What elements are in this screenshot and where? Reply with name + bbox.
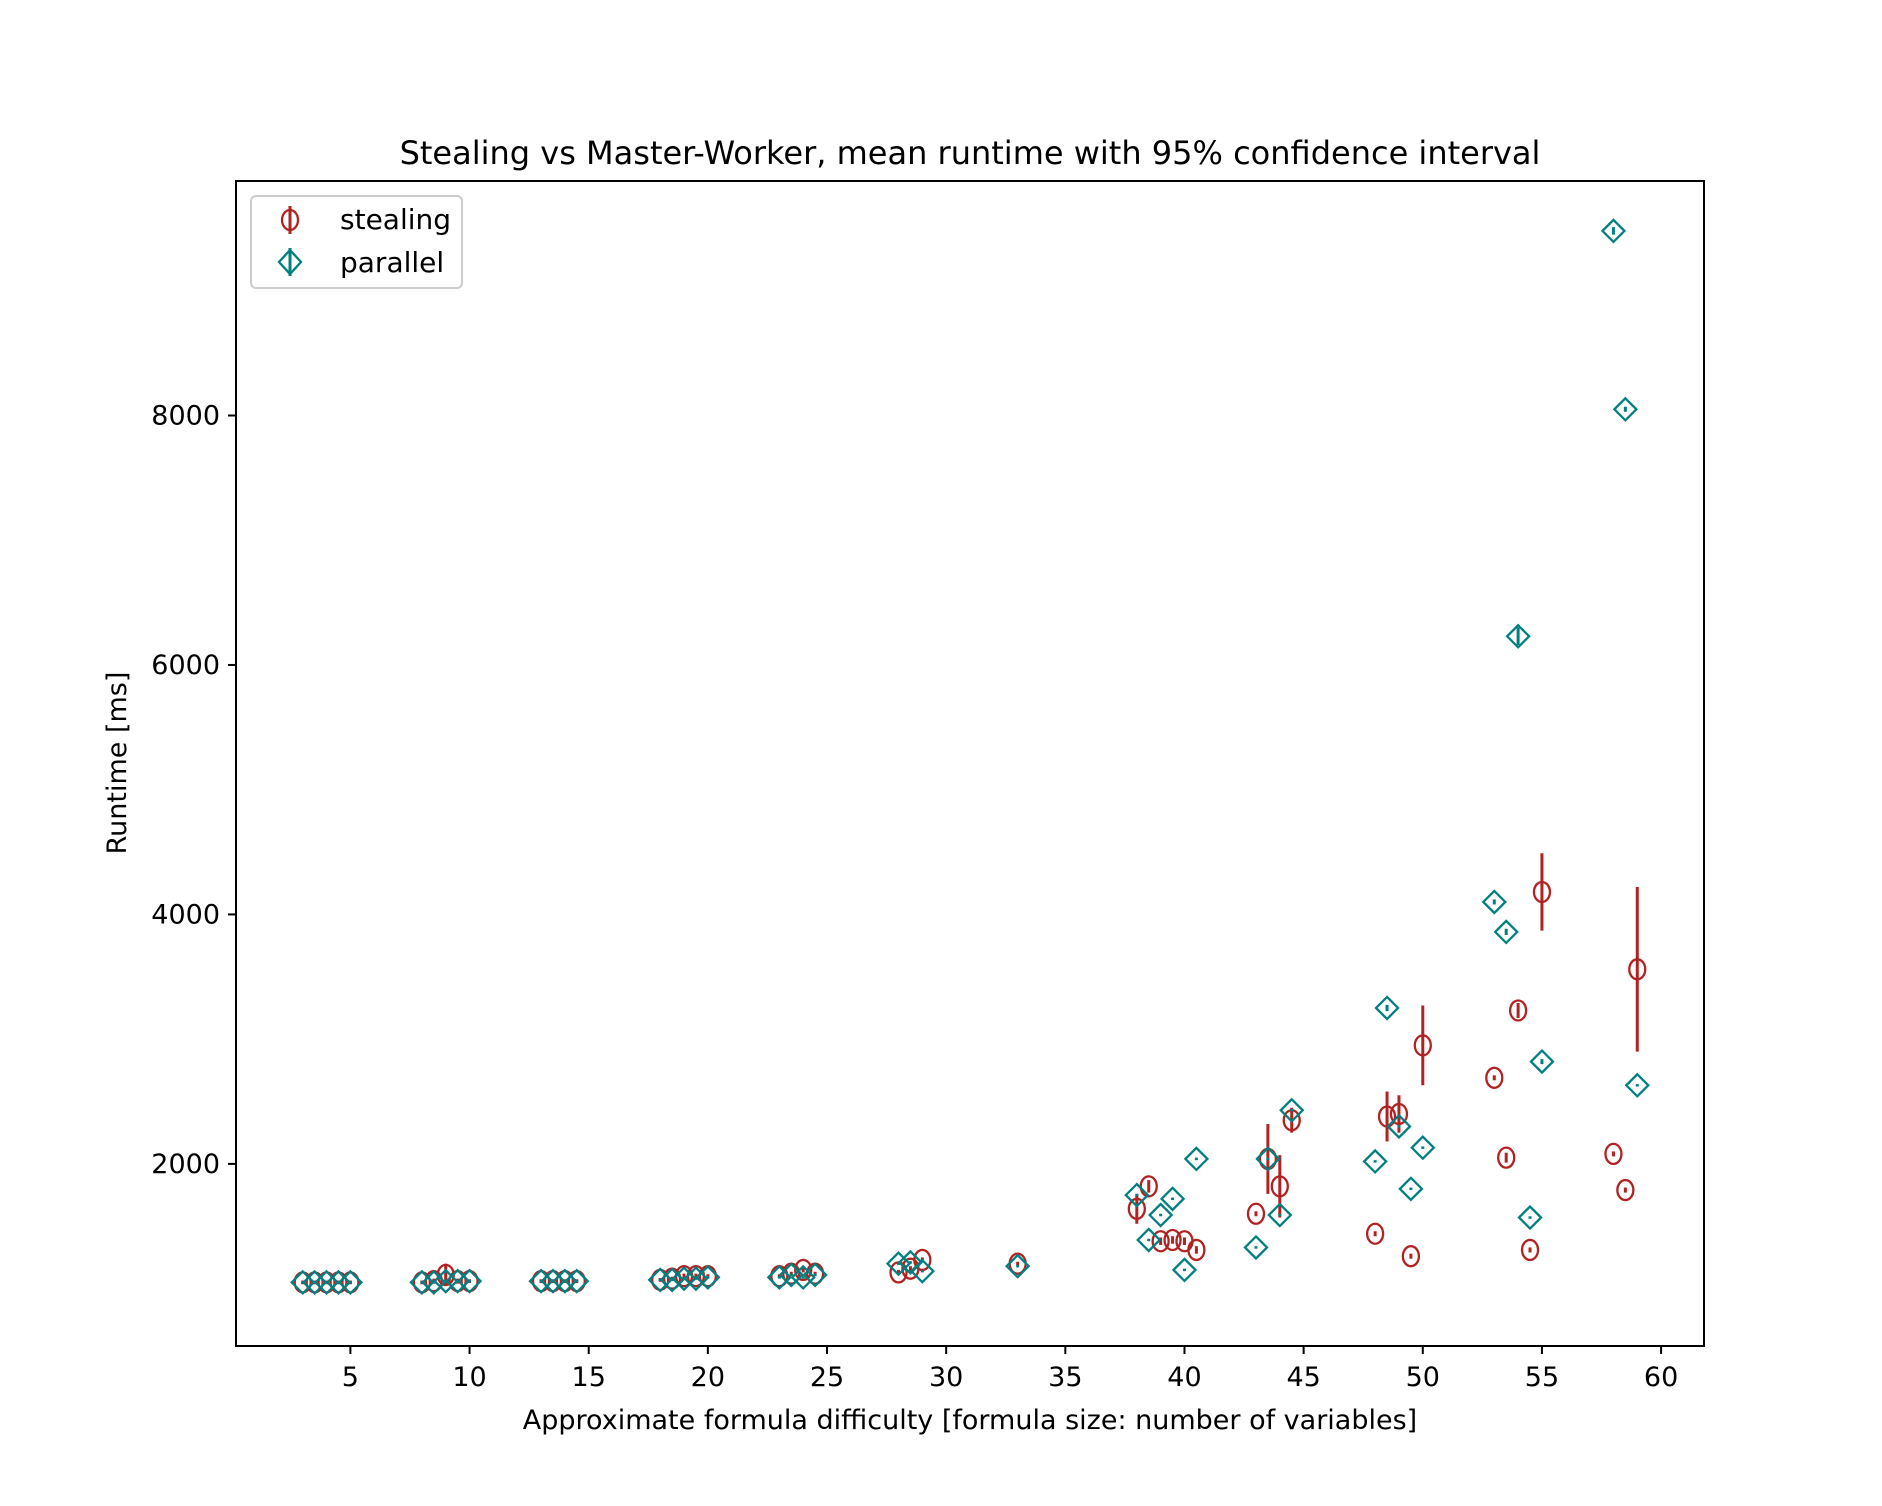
stealing-point [1163, 1228, 1182, 1252]
parallel-point [1124, 1182, 1150, 1208]
stealing-point [1413, 1034, 1432, 1057]
stealing-point [1187, 1238, 1206, 1262]
parallel-point [1171, 1257, 1198, 1283]
y-tick-label: 4000 [151, 899, 220, 930]
stealing-point [1389, 1102, 1409, 1126]
x-tick-label: 30 [929, 1362, 963, 1393]
parallel-point [456, 1268, 483, 1294]
parallel-point [1386, 1113, 1412, 1140]
stealing-point [1508, 999, 1528, 1022]
parallel-point [302, 1269, 328, 1296]
x-tick-label: 55 [1525, 1362, 1559, 1393]
parallel-point [790, 1264, 816, 1291]
stealing-point [1485, 1066, 1504, 1089]
legend-frame [250, 195, 463, 289]
x-tick-label: 50 [1406, 1362, 1440, 1393]
parallel-point [1612, 396, 1638, 422]
parallel-point [313, 1269, 340, 1296]
parallel-point [1136, 1227, 1162, 1253]
legend-marker-parallel [277, 248, 303, 276]
stealing-point [1401, 1245, 1421, 1268]
plot-marks [290, 218, 1650, 1296]
parallel-point [1410, 1135, 1436, 1161]
parallel-point [1243, 1234, 1269, 1261]
parallel-point [1517, 1204, 1543, 1231]
parallel-point [897, 1249, 924, 1276]
y-tick-label: 6000 [151, 650, 220, 681]
stealing-point [1270, 1175, 1289, 1198]
x-tick-label: 5 [342, 1362, 359, 1393]
legend-label-parallel: parallel [340, 246, 444, 279]
parallel-point [564, 1268, 590, 1294]
parallel-point [421, 1269, 447, 1296]
parallel-point [433, 1268, 459, 1294]
parallel-point [802, 1262, 828, 1288]
stealing-point [1628, 958, 1647, 981]
parallel-point [1183, 1146, 1210, 1172]
stealing-point [1246, 1202, 1266, 1225]
x-tick-label: 15 [572, 1362, 606, 1393]
parallel-point [1148, 1202, 1174, 1228]
parallel-point [766, 1264, 792, 1291]
parallel-point [540, 1268, 566, 1294]
stealing-point [1616, 1178, 1635, 1202]
stealing-point [1497, 1146, 1516, 1169]
y-axis-ticks: 2000 4000 6000 8000 [151, 400, 236, 1180]
parallel-point [1493, 919, 1519, 945]
stealing-point [1604, 1142, 1623, 1166]
parallel-point [1005, 1253, 1031, 1279]
x-tick-label: 35 [1048, 1362, 1082, 1393]
parallel-point [325, 1269, 352, 1296]
parallel-point [1279, 1097, 1305, 1123]
parallel-point [1362, 1148, 1388, 1175]
parallel-point [1398, 1176, 1424, 1202]
legend-marker-stealing [280, 206, 300, 234]
parallel-point [552, 1268, 578, 1294]
parallel-point [647, 1267, 673, 1293]
y-tick-label: 2000 [151, 1149, 220, 1180]
parallel-point [337, 1269, 364, 1296]
y-axis-label: Runtime [ms] [102, 672, 133, 855]
parallel-point [1374, 995, 1400, 1021]
parallel-point [1624, 1072, 1650, 1098]
parallel-point [290, 1269, 316, 1296]
parallel-point [1600, 218, 1627, 244]
stealing-point [1151, 1230, 1170, 1253]
x-tick-label: 45 [1286, 1362, 1320, 1393]
x-tick-label: 20 [691, 1362, 725, 1393]
x-axis-label: Approximate formula difficulty [formula … [523, 1405, 1417, 1436]
stealing-point [1365, 1222, 1385, 1245]
parallel-point [695, 1264, 721, 1291]
stealing-point [1139, 1175, 1158, 1198]
parallel-point [1505, 623, 1531, 649]
parallel-point [1267, 1202, 1293, 1228]
legend-label-stealing: stealing [340, 203, 451, 236]
x-tick-label: 25 [810, 1362, 844, 1393]
x-axis-ticks: 5 10 15 20 25 30 35 40 45 50 55 60 [342, 1346, 1678, 1393]
stealing-point [1127, 1197, 1146, 1220]
parallel-point [1159, 1186, 1186, 1212]
stealing-point [1520, 1238, 1540, 1262]
plot-area-frame [235, 180, 1705, 1347]
parallel-point [671, 1266, 697, 1292]
legend: stealing parallel [250, 195, 463, 289]
parallel-point [659, 1267, 685, 1293]
x-tick-label: 40 [1167, 1362, 1201, 1393]
chart-title: Stealing vs Master-Worker, mean runtime … [400, 134, 1541, 172]
x-tick-label: 10 [452, 1362, 486, 1393]
parallel-point [683, 1266, 709, 1292]
stealing-point [1532, 880, 1552, 904]
y-tick-label: 8000 [151, 400, 220, 431]
parallel-point [885, 1251, 912, 1277]
parallel-point [445, 1268, 471, 1294]
parallel-point [909, 1258, 935, 1284]
parallel-point [1255, 1146, 1281, 1172]
parallel-point [1529, 1048, 1555, 1075]
parallel-point [409, 1269, 435, 1296]
stealing-point [794, 1258, 813, 1282]
parallel-point [1481, 889, 1507, 915]
x-tick-label: 60 [1644, 1362, 1678, 1393]
parallel-point [528, 1268, 554, 1294]
